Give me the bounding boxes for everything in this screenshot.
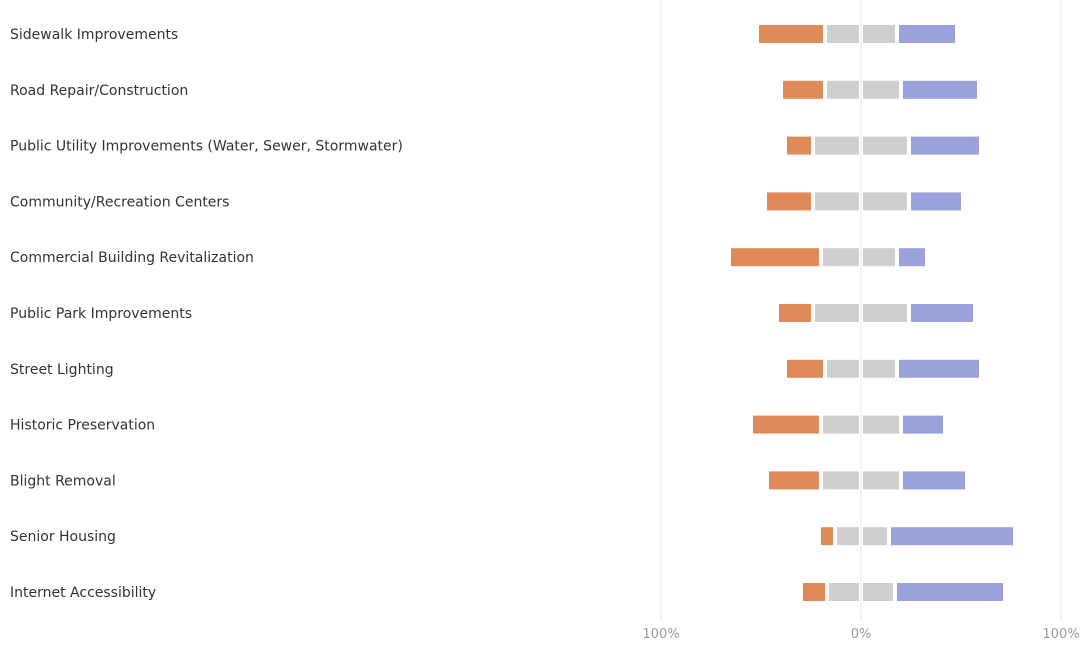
bar-positive <box>903 415 943 434</box>
bar-neutral-right <box>863 583 893 601</box>
category-label: Road Repair/Construction <box>10 83 188 99</box>
bar-neutral-left <box>823 471 859 490</box>
bar-neutral-left <box>823 248 859 267</box>
category-label: Public Park Improvements <box>10 306 192 322</box>
category-label: Internet Accessibility <box>10 585 156 601</box>
bar-neutral-right <box>863 304 907 322</box>
bar-positive <box>899 248 925 267</box>
bar-negative <box>821 527 833 546</box>
bar-negative <box>787 136 811 155</box>
category-label: Historic Preservation <box>10 418 155 434</box>
bar-neutral-right <box>863 471 899 490</box>
bar-negative <box>803 583 825 601</box>
bar-negative <box>767 192 811 211</box>
bar-positive <box>899 359 979 378</box>
bar-neutral-left <box>829 583 859 601</box>
bar-neutral-right <box>863 192 907 211</box>
category-label: Senior Housing <box>10 529 116 545</box>
bar-neutral-right <box>863 527 887 546</box>
bar-negative <box>753 415 819 434</box>
bar-neutral-right <box>863 25 895 43</box>
bar-positive <box>911 192 961 211</box>
bar-neutral-left <box>815 304 859 322</box>
bar-negative <box>769 471 819 490</box>
category-label-layer: Sidewalk Improvements Road Repair/Constru… <box>10 27 403 601</box>
bar-neutral-left <box>827 80 859 99</box>
bar-negative <box>759 25 823 43</box>
category-label: Community/Recreation Centers <box>10 194 229 210</box>
x-tick-label: 0% <box>851 627 872 642</box>
bar-neutral-left <box>837 527 859 546</box>
category-label: Public Utility Improvements (Water, Sewe… <box>10 139 403 155</box>
category-label: Commercial Building Revitalization <box>10 250 254 266</box>
category-label: Street Lighting <box>10 362 114 378</box>
bar-layer <box>731 25 1013 601</box>
bar-neutral-right <box>863 248 895 267</box>
bar-neutral-right <box>863 80 899 99</box>
category-label: Sidewalk Improvements <box>10 27 178 43</box>
bar-negative <box>731 248 819 267</box>
x-tick-label: 100% <box>642 627 679 642</box>
x-tick-layer: 100% 0% 100% <box>642 627 1079 642</box>
bar-positive <box>891 527 1013 546</box>
bar-negative <box>783 80 823 99</box>
bar-positive <box>903 471 965 490</box>
bar-neutral-right <box>863 359 895 378</box>
bar-positive <box>903 80 977 99</box>
grid-layer <box>660 0 1062 620</box>
bar-positive <box>911 304 973 322</box>
bar-neutral-left <box>827 359 859 378</box>
bar-neutral-left <box>823 415 859 434</box>
bar-negative <box>787 359 823 378</box>
bar-positive <box>899 25 955 43</box>
x-tick-label: 100% <box>1042 627 1079 642</box>
bar-negative <box>779 304 811 322</box>
bar-neutral-right <box>863 415 899 434</box>
bar-positive <box>897 583 1003 601</box>
category-label: Blight Removal <box>10 473 116 489</box>
bar-neutral-left <box>815 136 859 155</box>
bar-neutral-left <box>827 25 859 43</box>
bar-neutral-left <box>815 192 859 211</box>
bar-positive <box>911 136 979 155</box>
bar-neutral-right <box>863 136 907 155</box>
